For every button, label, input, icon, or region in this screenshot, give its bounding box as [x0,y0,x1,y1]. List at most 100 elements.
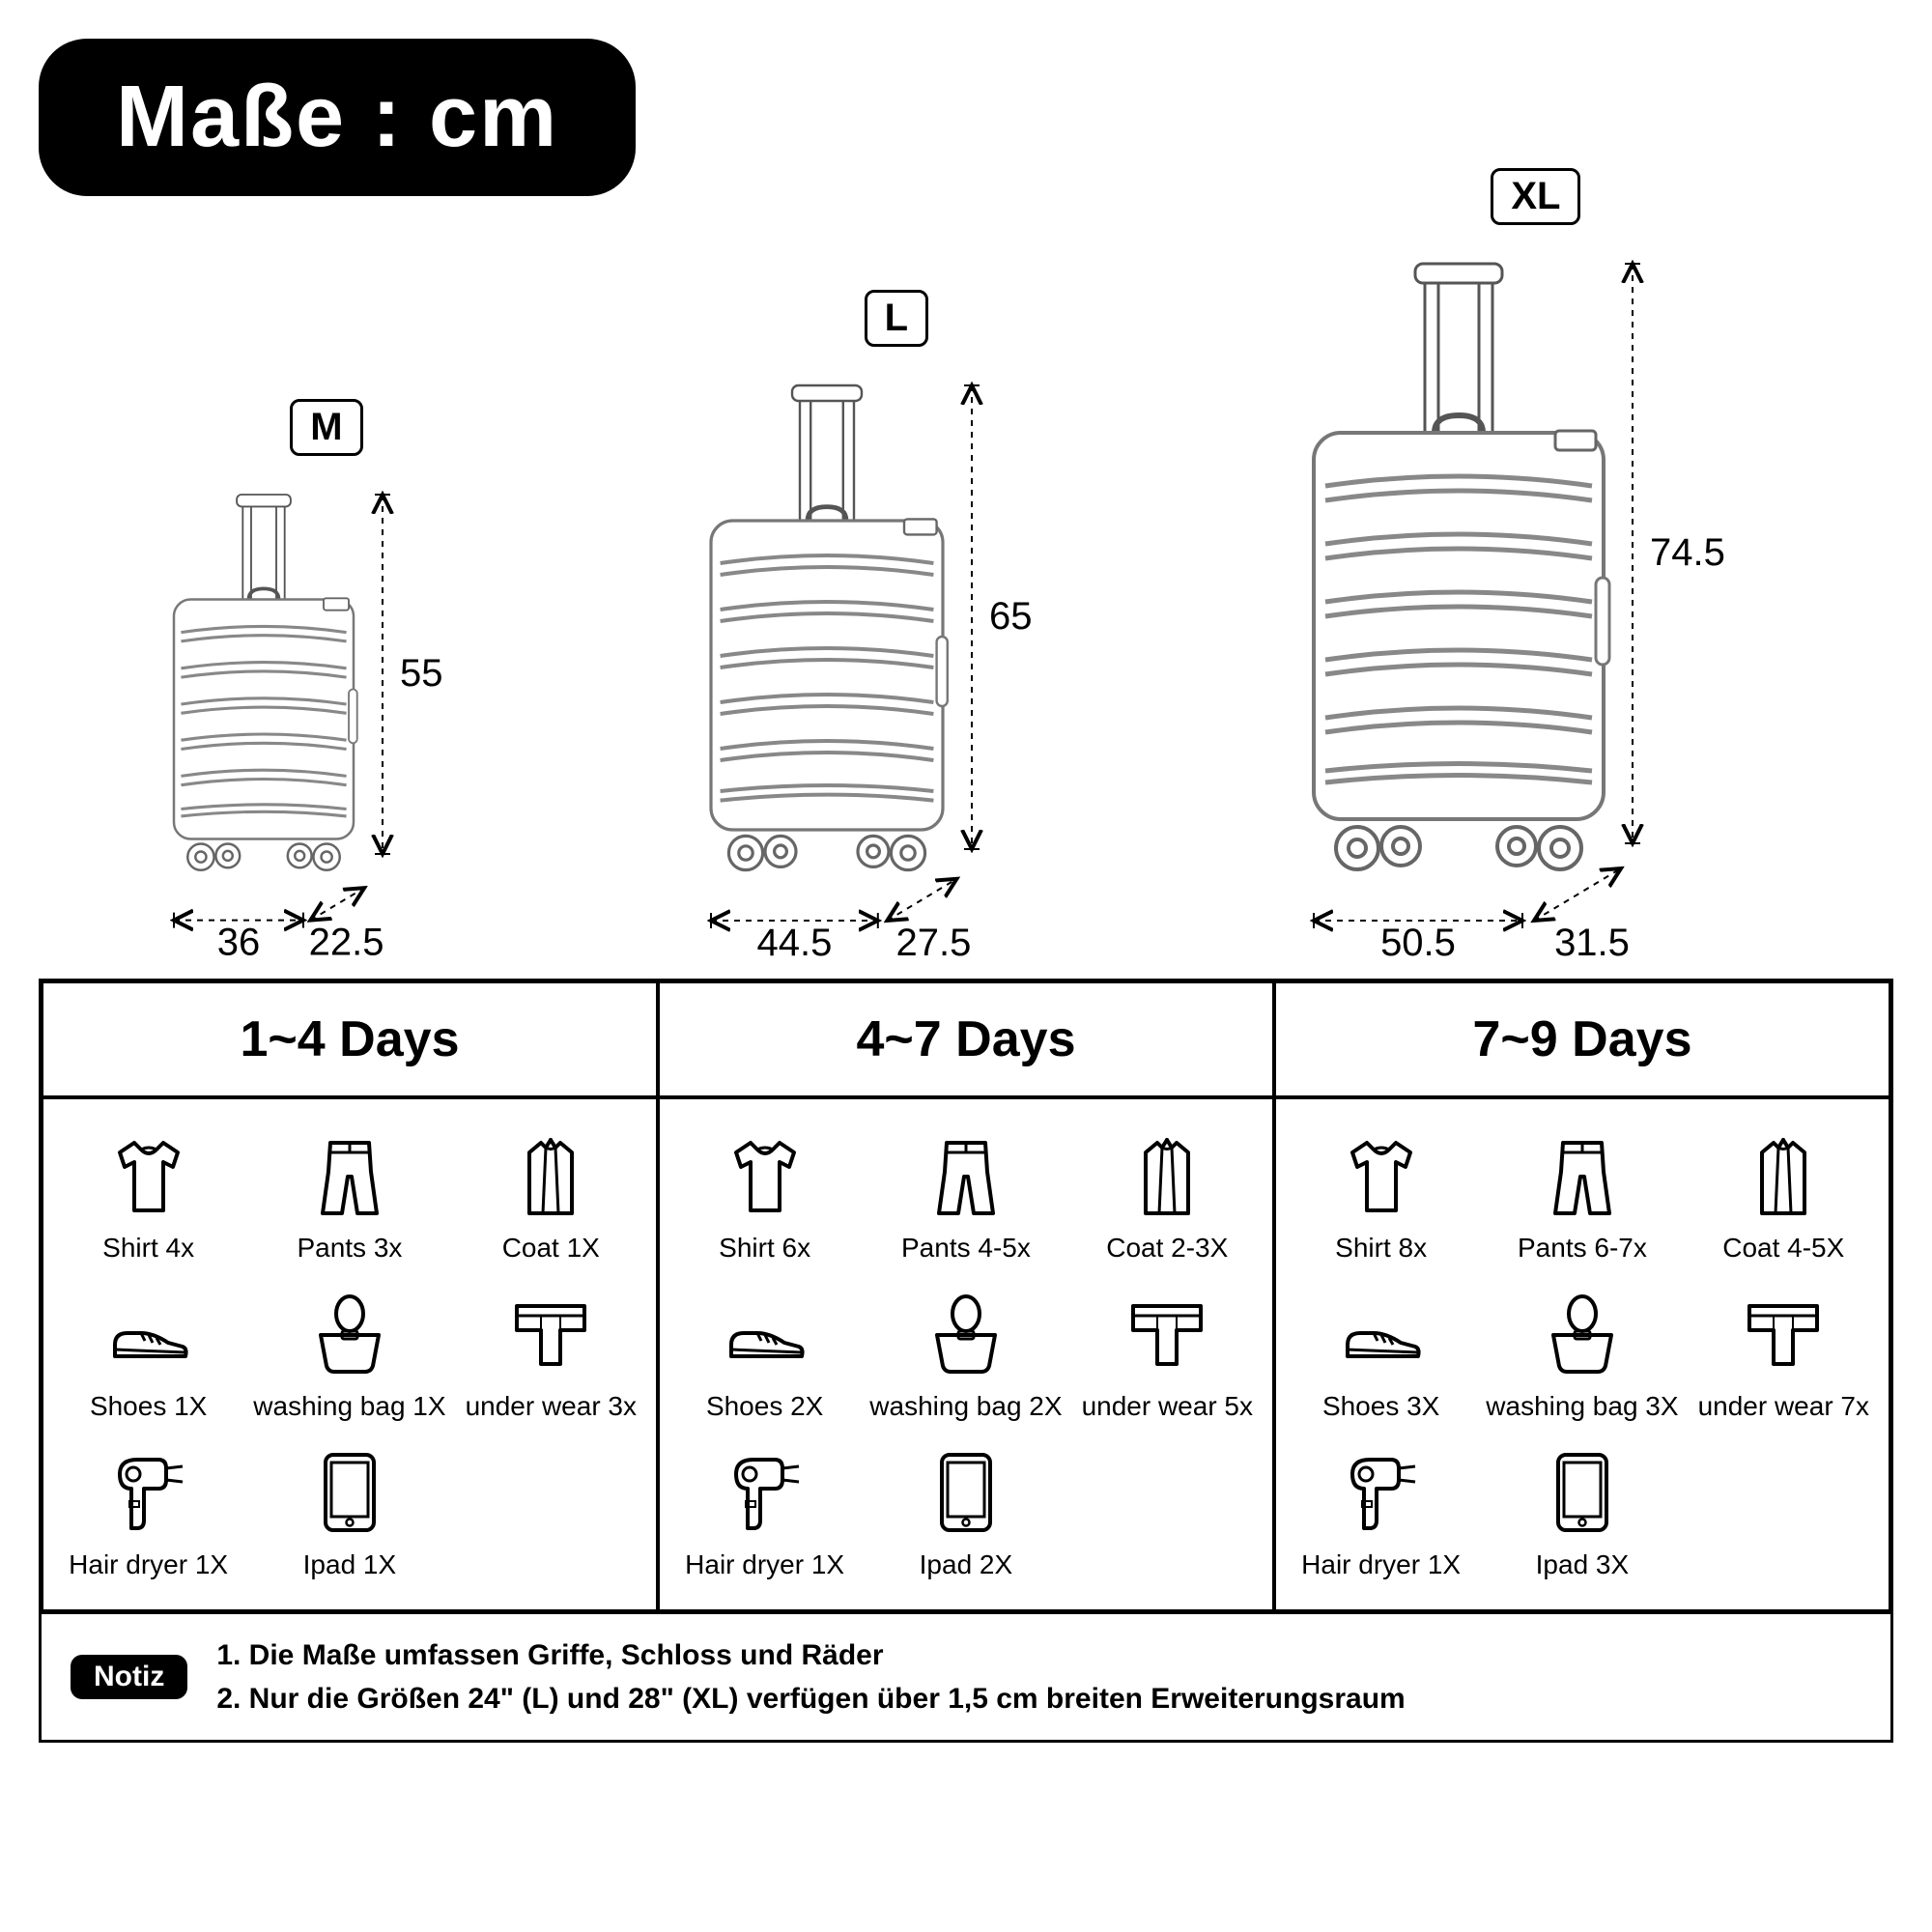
shoes-icon [717,1287,813,1383]
table-header: 1~4 Days [42,981,658,1097]
item-label: Shoes 1X [90,1391,207,1422]
ipad-icon [1534,1445,1631,1542]
dryer-icon [717,1445,813,1542]
packing-item: Pants 3x [253,1128,445,1264]
dim-height: 55 [400,652,443,695]
packing-item: Ipad 1X [253,1445,445,1580]
shirt-icon [1333,1128,1430,1225]
item-label: washing bag 3X [1486,1391,1678,1422]
underwear-icon [1119,1287,1215,1383]
ipad-icon [918,1445,1014,1542]
packing-item: Hair dryer 1X [63,1445,234,1580]
packing-item: Shirt 6x [679,1128,850,1264]
packing-item: Ipad 3X [1486,1445,1678,1580]
packing-item: Shoes 1X [63,1287,234,1422]
coat-icon [1119,1128,1215,1225]
suitcase-diagram: 65 44.5 27.5 [692,376,1101,959]
item-label: Coat 1X [502,1233,600,1264]
notiz-badge: Notiz [71,1655,187,1699]
item-label: Hair dryer 1X [69,1549,228,1580]
item-label: Ipad 3X [1536,1549,1630,1580]
size-label: XL [1491,168,1580,225]
underwear-icon [502,1287,599,1383]
item-label: Pants 4-5x [901,1233,1031,1264]
suitcase-M: M 55 36 22.5 [155,399,498,959]
item-label: Coat 2-3X [1106,1233,1228,1264]
item-label: washing bag 2X [869,1391,1062,1422]
suitcase-diagram: 74.5 50.5 31.5 [1294,254,1777,959]
pants-icon [918,1128,1014,1225]
packing-item: under wear 7x [1698,1287,1869,1422]
item-label: Ipad 1X [303,1549,397,1580]
shirt-icon [717,1128,813,1225]
dim-width: 36 [217,922,261,959]
packing-item: Coat 1X [466,1128,637,1264]
dryer-icon [100,1445,197,1542]
coat-icon [502,1128,599,1225]
item-label: Shirt 4x [102,1233,194,1264]
item-label: under wear 5x [1082,1391,1253,1422]
item-label: Shoes 2X [706,1391,823,1422]
table-cell: Shirt 8x Pants 6-7x Coat 4-5X Shoes 3X w… [1274,1097,1890,1611]
dryer-icon [1333,1445,1430,1542]
item-label: Shirt 6x [719,1233,810,1264]
table-cell: Shirt 4x Pants 3x Coat 1X Shoes 1X washi… [42,1097,658,1611]
bag-icon [918,1287,1014,1383]
item-label: washing bag 1X [253,1391,445,1422]
dim-width: 44.5 [756,922,832,959]
item-label: Coat 4-5X [1722,1233,1844,1264]
size-label: M [290,399,362,456]
packing-item: Hair dryer 1X [679,1445,850,1580]
packing-item: washing bag 2X [869,1287,1062,1422]
footer-line-1: 1. Die Maße umfassen Griffe, Schloss und… [216,1634,1405,1677]
packing-item: Coat 2-3X [1082,1128,1253,1264]
packing-item: Pants 4-5x [869,1128,1062,1264]
packing-item: washing bag 3X [1486,1287,1678,1422]
pants-icon [1534,1128,1631,1225]
packing-item: Shirt 4x [63,1128,234,1264]
suitcases-row: M 55 36 22.5 L [39,225,1893,979]
packing-item: under wear 5x [1082,1287,1253,1422]
bag-icon [1534,1287,1631,1383]
dim-height: 74.5 [1650,531,1725,574]
packing-item: Shoes 2X [679,1287,850,1422]
dim-height: 65 [989,595,1033,638]
packing-item: under wear 3x [466,1287,637,1422]
packing-item: Ipad 2X [869,1445,1062,1580]
packing-table: 1~4 Days4~7 Days7~9 Days Shirt 4x Pants … [39,979,1893,1614]
item-label: under wear 7x [1698,1391,1869,1422]
packing-item: Hair dryer 1X [1295,1445,1466,1580]
ipad-icon [301,1445,398,1542]
dim-depth: 22.5 [309,922,384,959]
dim-width: 50.5 [1380,922,1456,959]
suitcase-XL: XL 74.5 50.5 31.5 [1294,168,1777,959]
shoes-icon [100,1287,197,1383]
shoes-icon [1333,1287,1430,1383]
footer-note: Notiz 1. Die Maße umfassen Griffe, Schlo… [39,1614,1893,1743]
packing-item: Shoes 3X [1295,1287,1466,1422]
table-cell: Shirt 6x Pants 4-5x Coat 2-3X Shoes 2X w… [658,1097,1274,1611]
item-label: Shirt 8x [1335,1233,1427,1264]
coat-icon [1735,1128,1832,1225]
footer-line-2: 2. Nur die Größen 24" (L) und 28" (XL) v… [216,1677,1405,1720]
size-label: L [865,290,928,347]
packing-item: Shirt 8x [1295,1128,1466,1264]
pants-icon [301,1128,398,1225]
table-header: 4~7 Days [658,981,1274,1097]
dim-depth: 27.5 [895,922,971,959]
underwear-icon [1735,1287,1832,1383]
packing-item: Pants 6-7x [1486,1128,1678,1264]
suitcase-L: L 65 44.5 27.5 [692,290,1101,959]
item-label: Pants 6-7x [1518,1233,1647,1264]
bag-icon [301,1287,398,1383]
item-label: under wear 3x [466,1391,637,1422]
table-header: 7~9 Days [1274,981,1890,1097]
item-label: Ipad 2X [920,1549,1013,1580]
packing-item: Coat 4-5X [1698,1128,1869,1264]
dim-depth: 31.5 [1554,922,1630,959]
shirt-icon [100,1128,197,1225]
item-label: Shoes 3X [1322,1391,1439,1422]
item-label: Pants 3x [297,1233,402,1264]
item-label: Hair dryer 1X [685,1549,844,1580]
suitcase-diagram: 55 36 22.5 [155,485,498,959]
